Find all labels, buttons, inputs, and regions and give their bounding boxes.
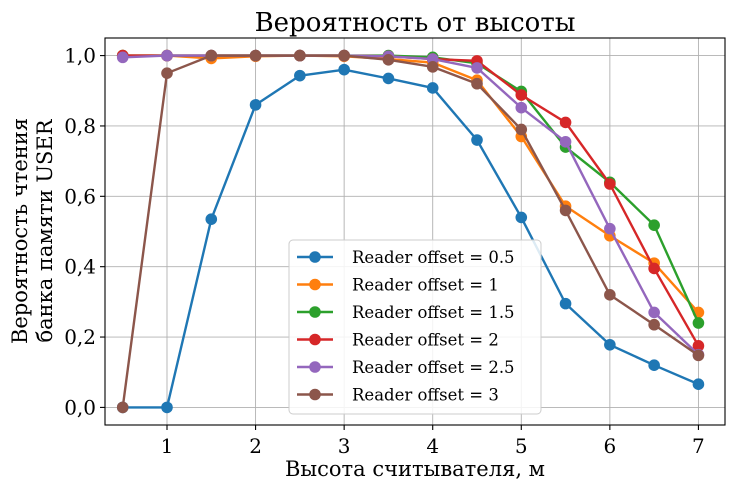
legend-item: Reader offset = 1: [297, 276, 499, 295]
plot-frame: [104, 37, 726, 426]
data-point: [294, 49, 306, 62]
legend-marker: [309, 251, 321, 263]
data-point: [604, 289, 616, 301]
x-axis-label: Высота считывателя, м: [285, 457, 545, 481]
data-point: [249, 49, 262, 62]
data-point: [205, 213, 218, 225]
legend-label: Reader offset = 2.5: [352, 358, 515, 377]
chart-title: Вероятность от высоты: [255, 8, 576, 38]
series-line: [122, 54, 700, 314]
data-point: [338, 63, 350, 76]
data-point: [559, 135, 572, 148]
data-point: [604, 222, 616, 235]
data-point: [116, 401, 129, 414]
legend-item: Reader offset = 3: [297, 386, 499, 405]
data-point: [471, 62, 483, 74]
series-line: [121, 54, 700, 408]
data-point: [205, 49, 218, 62]
legend-item: Reader offset = 2.5: [297, 358, 515, 377]
data-point: [426, 82, 439, 94]
data-point: [382, 72, 395, 85]
data-point: [648, 262, 660, 275]
data-point: [426, 61, 439, 73]
y-axis-label-line-1: Вероятность чтения: [8, 118, 32, 344]
x-tick-label: 7: [692, 434, 705, 458]
legend-label: Reader offset = 3: [352, 386, 499, 405]
y-tick-label: 1,0: [64, 44, 96, 68]
data-point: [515, 89, 528, 101]
data-point: [515, 101, 528, 114]
data-point: [471, 134, 483, 146]
data-point: [471, 77, 483, 90]
y-tick-label: 0,8: [64, 114, 96, 138]
data-point: [161, 67, 173, 79]
data-point: [116, 51, 129, 64]
legend-item: Reader offset = 0.5: [297, 248, 515, 267]
legend-marker: [309, 361, 321, 373]
data-point: [692, 349, 705, 362]
data-point: [692, 340, 705, 352]
x-tick-label: 2: [249, 434, 262, 458]
y-tick-label: 0,0: [64, 395, 96, 419]
data-point: [559, 116, 572, 129]
legend-label: Reader offset = 1.5: [352, 303, 515, 322]
data-point: [604, 178, 616, 190]
series-6: [116, 49, 705, 414]
x-tick-label: 1: [161, 434, 174, 458]
data-point: [559, 297, 572, 310]
series-line: [122, 68, 699, 409]
legend-marker: [309, 306, 321, 318]
data-point: [515, 123, 528, 136]
data-point: [648, 359, 660, 371]
data-point: [559, 204, 572, 217]
data-point: [382, 54, 395, 66]
legend-item: Reader offset = 2: [297, 331, 499, 350]
series-layer: [116, 49, 705, 414]
axis-ticks: 1 2 3 4 5 6 7 0,0 0,2 0,4 0,6 0,8 1,0: [64, 44, 705, 458]
y-tick-label: 0,2: [64, 325, 96, 349]
legend-box: [288, 239, 542, 415]
data-point: [161, 49, 173, 62]
data-point: [692, 378, 705, 390]
data-point: [692, 317, 705, 329]
data-point: [515, 211, 528, 224]
data-point: [648, 306, 660, 319]
y-axis-label-line-2: банка памяти USER: [33, 118, 57, 342]
legend-label: Reader offset = 0.5: [352, 248, 515, 267]
x-tick-label: 3: [338, 434, 351, 458]
data-point: [294, 69, 306, 82]
data-point: [604, 338, 616, 351]
x-tick-label: 6: [603, 434, 616, 458]
legend: Reader offset = 0.5 Reader offset = 1 Read…: [288, 239, 542, 415]
data-point: [648, 219, 660, 231]
data-point: [249, 99, 262, 111]
legend-marker: [309, 333, 321, 346]
legend-marker: [309, 278, 321, 291]
series-1: [116, 63, 705, 414]
x-tick-label: 4: [426, 434, 439, 458]
y-tick-label: 0,4: [64, 255, 96, 279]
data-point: [161, 401, 173, 414]
data-point: [338, 49, 350, 62]
legend-label: Reader offset = 2: [352, 331, 499, 350]
x-tick-label: 5: [515, 434, 528, 458]
data-point: [648, 318, 660, 331]
legend-marker: [309, 388, 321, 401]
y-tick-label: 0,6: [64, 184, 96, 208]
legend-label: Reader offset = 1: [352, 276, 499, 295]
legend-item: Reader offset = 1.5: [297, 303, 515, 322]
